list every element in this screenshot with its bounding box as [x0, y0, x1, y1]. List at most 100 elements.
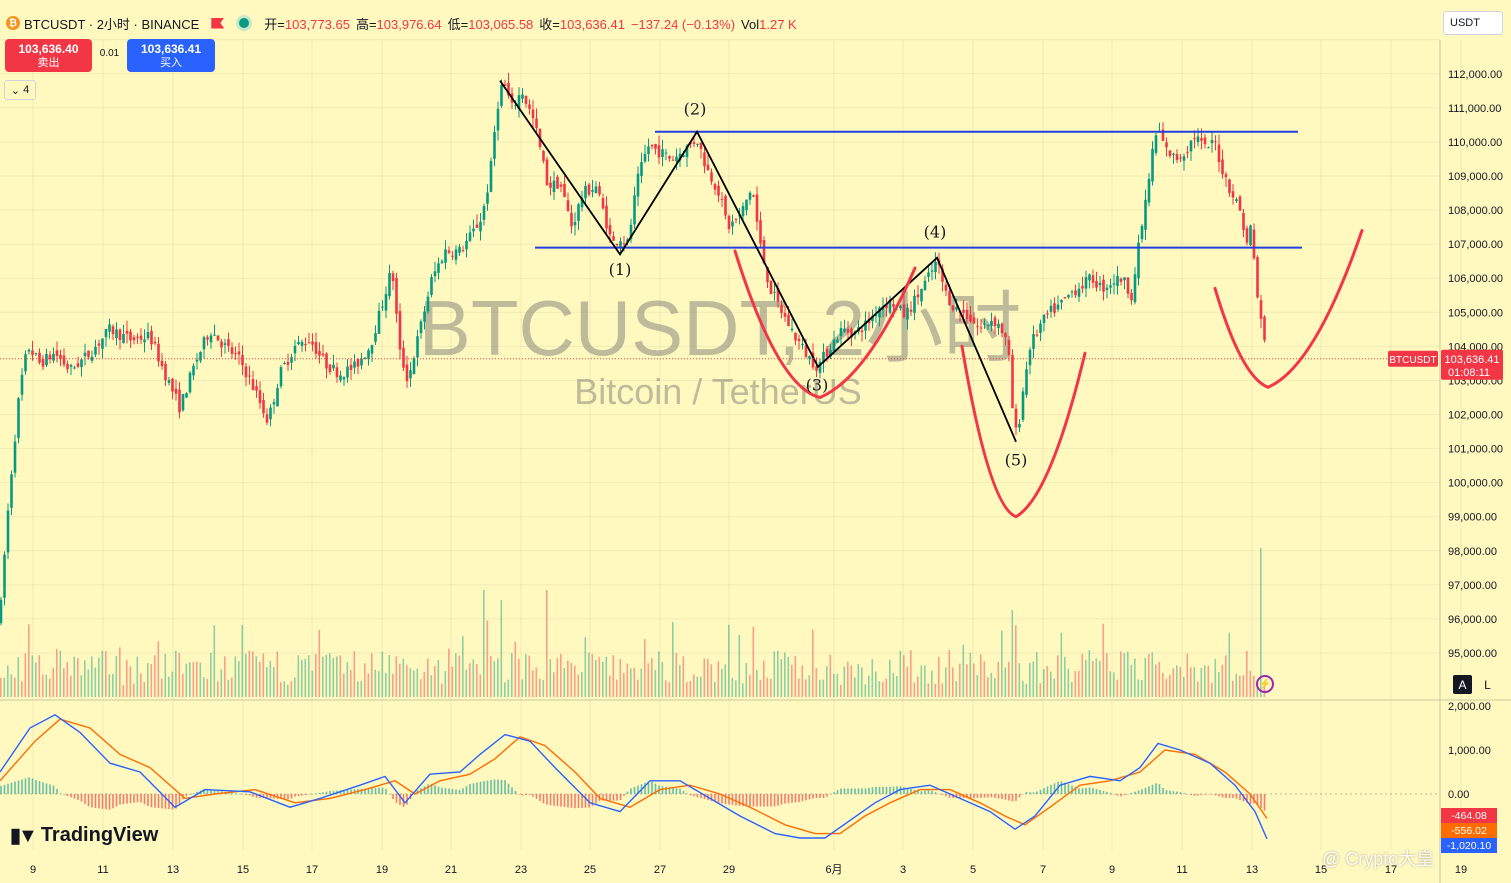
candle-body — [213, 334, 216, 336]
volume-bar — [892, 672, 895, 697]
volume-bar — [588, 652, 590, 697]
candle-body — [580, 198, 584, 208]
macd-histogram-bar — [896, 786, 898, 794]
volume-bar — [574, 665, 576, 697]
candle-body — [1151, 148, 1154, 182]
volume-bar — [518, 658, 520, 697]
macd-histogram-bar — [875, 786, 877, 794]
candle-body — [846, 329, 850, 333]
candle-body — [370, 344, 374, 354]
candle-body — [1256, 257, 1259, 298]
candle-body — [913, 295, 916, 313]
candle-body — [839, 327, 843, 337]
candle-body — [787, 314, 790, 327]
volume-bar — [17, 657, 20, 697]
volume-bar — [791, 664, 793, 697]
volume-bar — [472, 659, 475, 697]
indicators-toggle[interactable]: ⌄ 4 — [4, 80, 36, 100]
volume-bar — [1099, 661, 1101, 697]
macd-histogram-bar — [84, 794, 86, 804]
candle-body — [125, 330, 129, 334]
macd-histogram-bar — [892, 786, 895, 794]
symbol-price-tag-label: BTCUSDT — [1389, 355, 1436, 366]
macd-histogram-bar — [1029, 792, 1031, 794]
volume-bar — [77, 658, 79, 697]
macd-histogram-bar — [1186, 794, 1189, 795]
volume-bar — [1116, 679, 1119, 697]
macd-histogram-bar — [644, 782, 646, 794]
volume-bar — [1008, 661, 1010, 697]
macd-histogram-bar — [45, 783, 48, 794]
volume-bar — [598, 656, 601, 697]
macd-histogram-bar — [616, 794, 618, 801]
macd-histogram-bar — [581, 794, 583, 808]
volume-bar — [259, 661, 261, 697]
candle-body — [412, 358, 416, 375]
currency-select[interactable]: USDT — [1443, 11, 1503, 35]
auto-scale-button[interactable]: A — [1453, 675, 1472, 694]
volume-bar — [612, 655, 615, 697]
time-scale[interactable]: 9 11 13 15 17 19 21 23 25 27 29 6月 3 5 7 9 11 13 15 17 19 — [30, 864, 1467, 876]
macd-histogram-bar — [518, 794, 520, 795]
buy-button[interactable]: 103,636.41 买入 — [127, 39, 215, 72]
tradingview-logo[interactable]: ▮▼ TradingView — [10, 824, 159, 847]
price-scale[interactable]: 95,000.00 96,000.00 97,000.00 98,000.00 99,0… — [1388, 69, 1503, 660]
volume-bar — [329, 653, 331, 697]
volume-bar — [619, 658, 622, 697]
volume-bar — [444, 670, 447, 697]
last-price-tag — [1441, 349, 1503, 380]
macd-histogram-bar — [1148, 786, 1150, 794]
volume-bar — [1211, 682, 1213, 697]
macd-histogram-bar — [21, 779, 23, 794]
volume-bar — [101, 650, 104, 697]
macd-histogram-bar — [1151, 784, 1154, 794]
candle-body — [619, 241, 622, 249]
candle-body — [279, 367, 283, 387]
macd-histogram-bar — [668, 787, 671, 794]
volume-bar — [465, 669, 468, 697]
volume-bar — [794, 655, 797, 697]
macd-histogram-bar — [497, 779, 499, 794]
macd-histogram-bar — [490, 779, 492, 794]
macd-histogram-bar — [1001, 794, 1003, 800]
log-scale-button[interactable]: L — [1484, 677, 1491, 692]
volume-bar — [703, 658, 706, 697]
flag-icon[interactable] — [211, 17, 225, 29]
candle-body — [381, 306, 384, 308]
lightning-icon[interactable]: ⚡ — [1256, 675, 1274, 693]
sell-button[interactable]: 103,636.40 卖出 — [5, 39, 92, 72]
macd-histogram-bar — [1074, 786, 1077, 794]
candle-body — [1245, 228, 1249, 243]
volume-bar — [462, 636, 464, 697]
macd-histogram-bar — [833, 792, 835, 794]
candle-body — [388, 272, 391, 297]
volume-bar — [934, 683, 937, 697]
candle-body — [332, 364, 335, 369]
candle-body — [465, 240, 468, 250]
candle-body — [955, 307, 958, 310]
volume-bar — [899, 650, 902, 697]
candle-body — [965, 309, 969, 319]
candle-body — [598, 186, 601, 195]
macd-histogram-bar — [780, 794, 783, 805]
price-tick-label: 112,000.00 — [1448, 69, 1502, 81]
volume-bar — [476, 663, 478, 697]
price-tick-label: 95,000.00 — [1448, 648, 1497, 660]
candle-body — [454, 249, 458, 260]
volume-bar — [672, 621, 674, 697]
volume-bar — [7, 665, 9, 697]
volume-bar — [990, 672, 993, 697]
candle-body — [45, 353, 48, 366]
candle-body — [584, 185, 587, 199]
ohlc-value: 1.27 K — [759, 16, 797, 32]
macd-histogram-bar — [997, 794, 1000, 799]
volume-bar — [546, 590, 548, 697]
volume-bar — [556, 658, 559, 697]
candle-body — [902, 304, 906, 318]
volume-bar — [336, 656, 338, 697]
volume-bar — [1239, 675, 1241, 697]
candle-body — [150, 330, 153, 345]
symbol-title[interactable]: BTCUSDT · 2小时 · BINANCE — [24, 16, 200, 32]
candle-body — [321, 353, 325, 356]
